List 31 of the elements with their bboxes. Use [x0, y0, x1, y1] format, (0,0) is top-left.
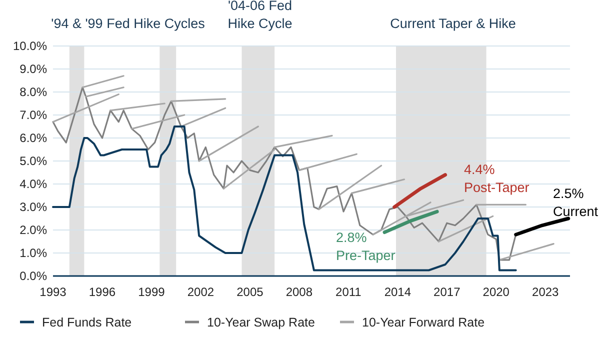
x-tick-label: 2005 — [236, 285, 264, 299]
y-tick-label: 0.0% — [20, 269, 48, 284]
text: '04-06 Fed Hike Cycle — [228, 0, 292, 31]
x-tick-label: 2011 — [336, 285, 362, 299]
x-tick-label: 1999 — [138, 285, 166, 299]
text: '94 & '99 Fed Hike Cycles — [51, 16, 206, 31]
x-tick-label: 2017 — [434, 285, 461, 299]
y-tick-label: 1.0% — [20, 246, 48, 260]
x-tick-label: 2014 — [384, 285, 412, 299]
x-tick-label: 1993 — [40, 285, 67, 299]
y-tick-label: 2.0% — [20, 223, 48, 238]
y-tick-label: 9.0% — [20, 62, 48, 76]
annotation: 2.5% Current — [553, 186, 598, 219]
y-tick-label: 5.0% — [20, 154, 48, 168]
annotation: 4.4% Post-Taper — [464, 162, 530, 195]
y-tick-label: 6.0% — [20, 131, 48, 146]
legend-label: Fed Funds Rate — [42, 315, 132, 330]
y-tick-label: 8.0% — [20, 85, 48, 100]
y-tick-label: 10.0% — [12, 39, 48, 54]
y-tick-label: 3.0% — [20, 200, 48, 214]
y-tick-label: 4.0% — [20, 177, 48, 192]
annotation: 2.8% Pre-Taper — [336, 230, 396, 263]
legend-label: 10-Year Swap Rate — [207, 315, 315, 330]
x-tick-label: 2002 — [187, 285, 214, 299]
x-tick-label: 2020 — [482, 285, 510, 299]
x-tick-label: 2023 — [532, 285, 560, 299]
x-tick-label: 1996 — [88, 285, 116, 299]
text: Current Taper & Hike — [390, 16, 516, 31]
y-tick-label: 7.0% — [20, 108, 48, 122]
x-tick-label: 2008 — [286, 285, 313, 299]
legend-label: 10-Year Forward Rate — [362, 315, 485, 330]
